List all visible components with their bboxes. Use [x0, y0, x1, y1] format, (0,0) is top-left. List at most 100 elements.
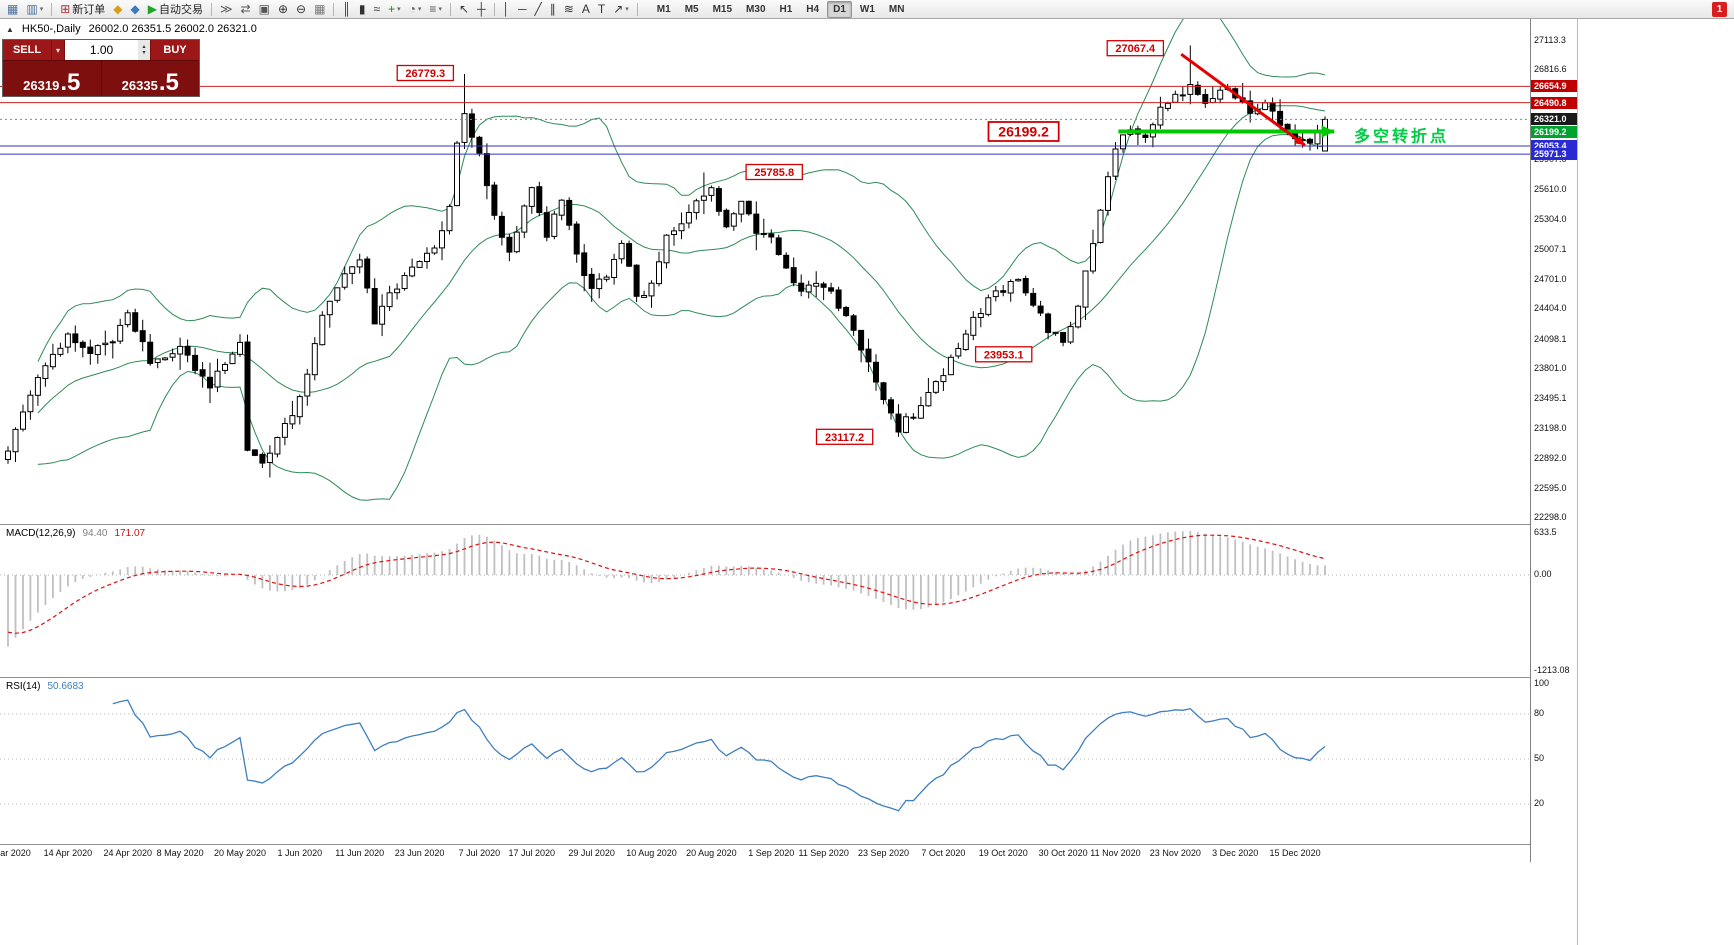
main-chart-holder[interactable]: 27067.4 26779.3 26199.2 25785.8 23953.1 23117…	[0, 3, 1530, 529]
market-button[interactable]: ◆	[127, 1, 144, 18]
date-tick-label: 24 Apr 2020	[103, 848, 152, 858]
price-annotation-25785.8[interactable]: 25785.8	[745, 163, 803, 181]
date-tick-label: 17 Jul 2020	[508, 848, 556, 858]
date-axis[interactable]: 1 Mar 2020 14 Apr 2020 24 Apr 2020 8 May 20…	[0, 844, 1530, 862]
timeframe-m30-button[interactable]: M30	[746, 3, 766, 15]
chart-background	[0, 19, 1530, 524]
timeframe-m15-button[interactable]: M15	[712, 3, 733, 15]
price-tag-26321.0: 26321.0	[1531, 113, 1578, 126]
data-window-icon: ▣	[258, 2, 270, 16]
tile-windows-button[interactable]: ▦	[310, 1, 329, 18]
bar-chart-icon: ║	[342, 2, 351, 16]
macd-label: MACD(12,26,9) 94.40 171.07	[6, 528, 145, 539]
chart-shift-button[interactable]: ⇄	[237, 1, 255, 18]
autotrading-icon: ▶	[147, 2, 157, 16]
price-axis[interactable]: 27113.326816.625907.025610.025304.025007…	[1530, 19, 1578, 862]
crosshair-button[interactable]: ┼	[473, 1, 490, 18]
zoom-in-button[interactable]: ⊕	[274, 1, 292, 18]
text-button[interactable]: A	[578, 1, 594, 18]
main-chart-panel[interactable]: 27067.4 26779.3 26199.2 25785.8 23953.1 23117…	[0, 3, 1530, 524]
price-annotation-27067.4[interactable]: 27067.4	[1106, 40, 1165, 57]
price-tag-26490.8: 26490.8	[1531, 96, 1578, 109]
trendline-button[interactable]: ╱	[531, 1, 546, 18]
templates-icon: ≡	[429, 2, 437, 16]
red-trend-arrow[interactable]	[1180, 52, 1306, 147]
auto-scroll-button[interactable]: ≫	[216, 1, 237, 18]
main-chart-canvas[interactable]: 27067.4 26779.3 26199.2 25785.8 23953.1 23117…	[0, 3, 1530, 524]
macd-main-value: 94.40	[82, 528, 108, 539]
buy-price[interactable]: 26335 .5	[102, 61, 200, 96]
date-tick-label: 7 Oct 2020	[921, 848, 966, 858]
horizontal-line-button[interactable]: ─	[514, 1, 531, 18]
data-window-button[interactable]: ▣	[255, 1, 274, 18]
date-tick-label: 11 Sep 2020	[798, 848, 849, 858]
profiles-button[interactable]: ▥ ▾	[22, 1, 47, 18]
volume-input[interactable]: 1.00	[65, 40, 138, 60]
zoom-out-button[interactable]: ⊖	[292, 1, 310, 18]
autotrading-button[interactable]: ▶ 自动交易	[144, 1, 207, 18]
chart-window[interactable]: 27067.4 26779.3 26199.2 25785.8 23953.1 23117…	[0, 3, 1530, 862]
axis-tick-label: 25304.0	[1534, 214, 1567, 225]
rsi-value: 50.6683	[47, 681, 84, 692]
mql5-community-button[interactable]: ◆	[109, 1, 126, 18]
svg-text:27067.4: 27067.4	[1115, 43, 1156, 55]
rsi-panel[interactable]: RSI(14) 50.6683	[0, 677, 1530, 844]
new-chart-button[interactable]: ▦	[3, 1, 22, 18]
timeframe-d1-button[interactable]: D1	[827, 0, 852, 18]
axis-tick-label: 22892.0	[1534, 453, 1567, 464]
market-icon: ◆	[130, 2, 140, 16]
price-annotation-23117.2[interactable]: 23117.2	[815, 428, 874, 445]
rsi-label: RSI(14) 50.6683	[6, 681, 84, 692]
axis-tick-label: 22298.0	[1534, 511, 1567, 522]
buy-button[interactable]: BUY	[151, 40, 199, 60]
toolbar-items: ▦ ▥ ▾ ⊞ 新订单 ◆ ◆ ▶ 自动交易 ≫ ⇄ ▣ ⊕ ⊖ ▦ ║ ▮ ≈ + ▾ ◔ ▾ ≡ ▾ ↖ ┼ │ ─ ╱ ∥ ≋ A T ↗ ▾	[3, 1, 642, 18]
one-click-trading-panel: SELL ▾ 1.00 ▴ ▾ BUY 26319 .5	[2, 39, 200, 97]
cursor-button[interactable]: ↖	[455, 1, 473, 18]
green-support-line[interactable]	[1118, 125, 1335, 138]
fibonacci-button[interactable]: ≋	[560, 1, 578, 18]
arrows-button[interactable]: ↗ ▾	[609, 1, 633, 18]
line-chart-button[interactable]: ≈	[370, 1, 385, 18]
sell-button[interactable]: SELL	[3, 40, 51, 60]
volume-spinner[interactable]: ▴ ▾	[138, 40, 151, 60]
candlestick-chart-icon: ▮	[358, 2, 366, 16]
spinner-up-icon[interactable]: ▴	[142, 44, 146, 50]
notifications-badge[interactable]: 1	[1712, 1, 1727, 17]
price-tag-26654.9: 26654.9	[1531, 80, 1578, 93]
spinner-down-icon[interactable]: ▾	[142, 50, 146, 56]
zoom-out-icon: ⊖	[296, 2, 307, 16]
date-tick-label: 30 Oct 2020	[1038, 848, 1088, 858]
price-annotation-26199.2[interactable]: 26199.2	[987, 121, 1060, 142]
timeframe-m5-button[interactable]: M5	[684, 3, 699, 15]
timeframe-h4-button[interactable]: H4	[806, 3, 820, 15]
zoom-in-icon: ⊕	[277, 2, 288, 16]
axis-tick-label: 633.5	[1534, 527, 1557, 537]
timeframe-mn-button[interactable]: MN	[888, 3, 905, 15]
order-type-dropdown[interactable]: ▾	[51, 40, 65, 60]
label-button[interactable]: T	[594, 1, 609, 18]
macd-chart-holder	[0, 525, 1530, 682]
price-annotation-26779.3[interactable]: 26779.3	[396, 64, 455, 82]
vertical-line-button[interactable]: │	[499, 1, 515, 18]
oneclick-collapse-icon[interactable]: ▲	[6, 24, 14, 34]
timeframe-m1-button[interactable]: M1	[656, 3, 671, 15]
timeframe-h1-button[interactable]: H1	[779, 3, 793, 15]
chart-ohlc-header: ▲ HK50-,Daily 26002.0 26351.5 26002.0 26…	[6, 23, 257, 35]
price-tag-26199.2: 26199.2	[1531, 125, 1578, 138]
tile-windows-icon: ▦	[314, 2, 326, 16]
timeframe-w1-button[interactable]: W1	[859, 3, 875, 15]
add-indicator-button[interactable]: + ▾	[384, 1, 405, 18]
bar-chart-button[interactable]: ║	[338, 1, 355, 18]
date-tick-label: 23 Sep 2020	[857, 848, 910, 858]
templates-button[interactable]: ≡ ▾	[425, 1, 446, 18]
macd-panel[interactable]: MACD(12,26,9) 94.40 171.07	[0, 524, 1530, 677]
sell-price[interactable]: 26319 .5	[3, 61, 101, 96]
toolbar-separator	[636, 2, 638, 16]
price-annotation-23953.1[interactable]: 23953.1	[974, 346, 1033, 363]
channel-button[interactable]: ∥	[546, 1, 560, 18]
periods-button[interactable]: ◔ ▾	[405, 1, 426, 18]
new-order-button[interactable]: ⊞ 新订单	[56, 1, 109, 18]
channel-icon: ∥	[549, 2, 556, 16]
axis-tick-label: -1213.08	[1534, 665, 1570, 675]
candlestick-chart-button[interactable]: ▮	[355, 1, 370, 18]
